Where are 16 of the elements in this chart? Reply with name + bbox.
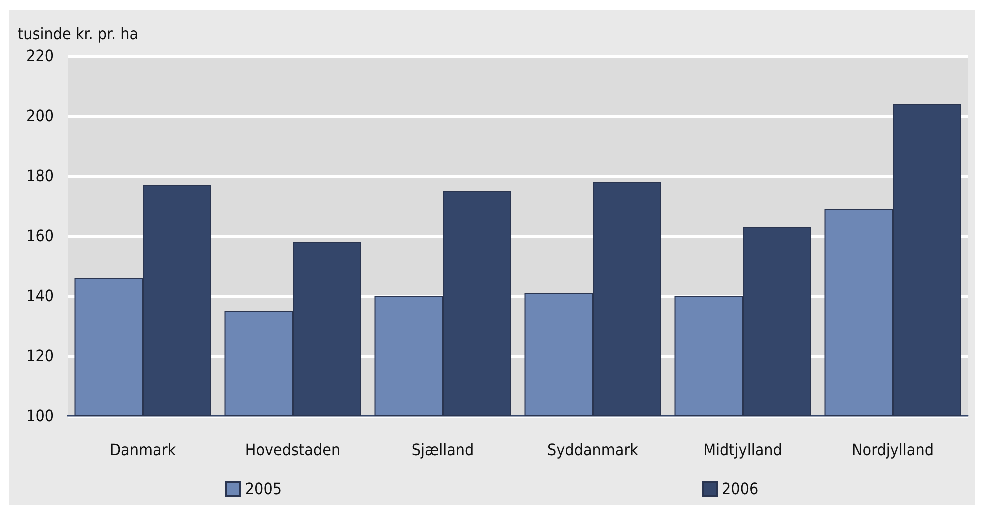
y-tick-label: 120: [26, 346, 54, 366]
y-tick-label: 160: [26, 226, 54, 246]
x-tick-label: Midtjylland: [704, 440, 782, 460]
x-tick-label: Hovedstaden: [245, 440, 341, 460]
y-tick-label: 180: [26, 166, 54, 186]
y-tick-label: 140: [26, 286, 54, 306]
y-tick-label: 200: [26, 106, 54, 126]
x-tick-label: Nordjylland: [852, 440, 934, 460]
y-axis-title: tusinde kr. pr. ha: [18, 24, 139, 44]
x-tick-label: Syddanmark: [548, 440, 640, 460]
y-tick-label: 220: [26, 46, 54, 66]
legend-label: 2005: [245, 480, 282, 498]
legend-label: 2006: [722, 480, 759, 498]
y-tick-label: 100: [26, 406, 54, 426]
x-tick-label: Sjælland: [412, 440, 474, 460]
x-tick-label: Danmark: [110, 440, 177, 460]
